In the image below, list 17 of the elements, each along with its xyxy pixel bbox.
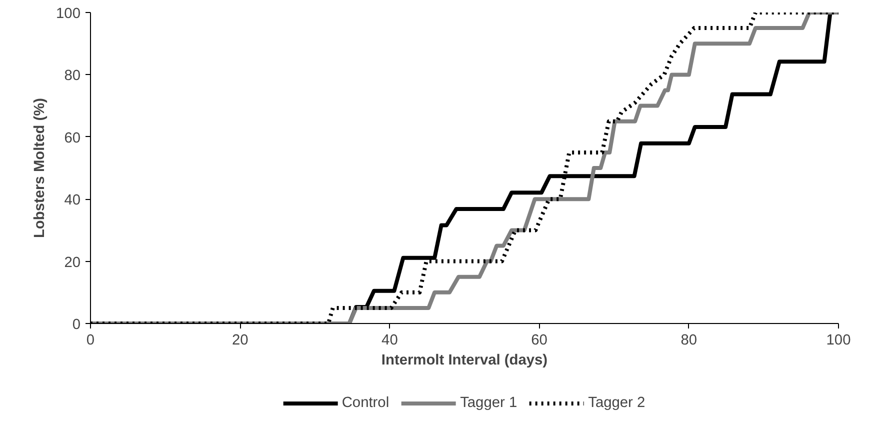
x-axis-title: Intermolt Interval (days)	[381, 352, 548, 368]
y-tick-label: 80	[64, 68, 81, 84]
y-tick-label: 40	[64, 192, 81, 209]
x-tick-label: 100	[826, 332, 851, 348]
y-tick-label: 100	[56, 6, 81, 22]
y-tick-label: 60	[64, 130, 81, 146]
x-tick-label: 80	[680, 332, 698, 348]
legend-label: Tagger 1	[460, 395, 518, 411]
y-tick-label: 0	[72, 317, 81, 333]
legend-label: Tagger 2	[588, 395, 646, 411]
x-tick-label: 60	[531, 332, 548, 348]
y-tick-label: 20	[64, 254, 81, 271]
x-tick-label: 40	[382, 332, 398, 348]
x-tick-label: 0	[86, 332, 95, 348]
legend-label: Control	[342, 395, 390, 411]
x-tick-label: 20	[232, 332, 248, 348]
y-axis-title: Lobsters Molted (%)	[32, 98, 48, 238]
